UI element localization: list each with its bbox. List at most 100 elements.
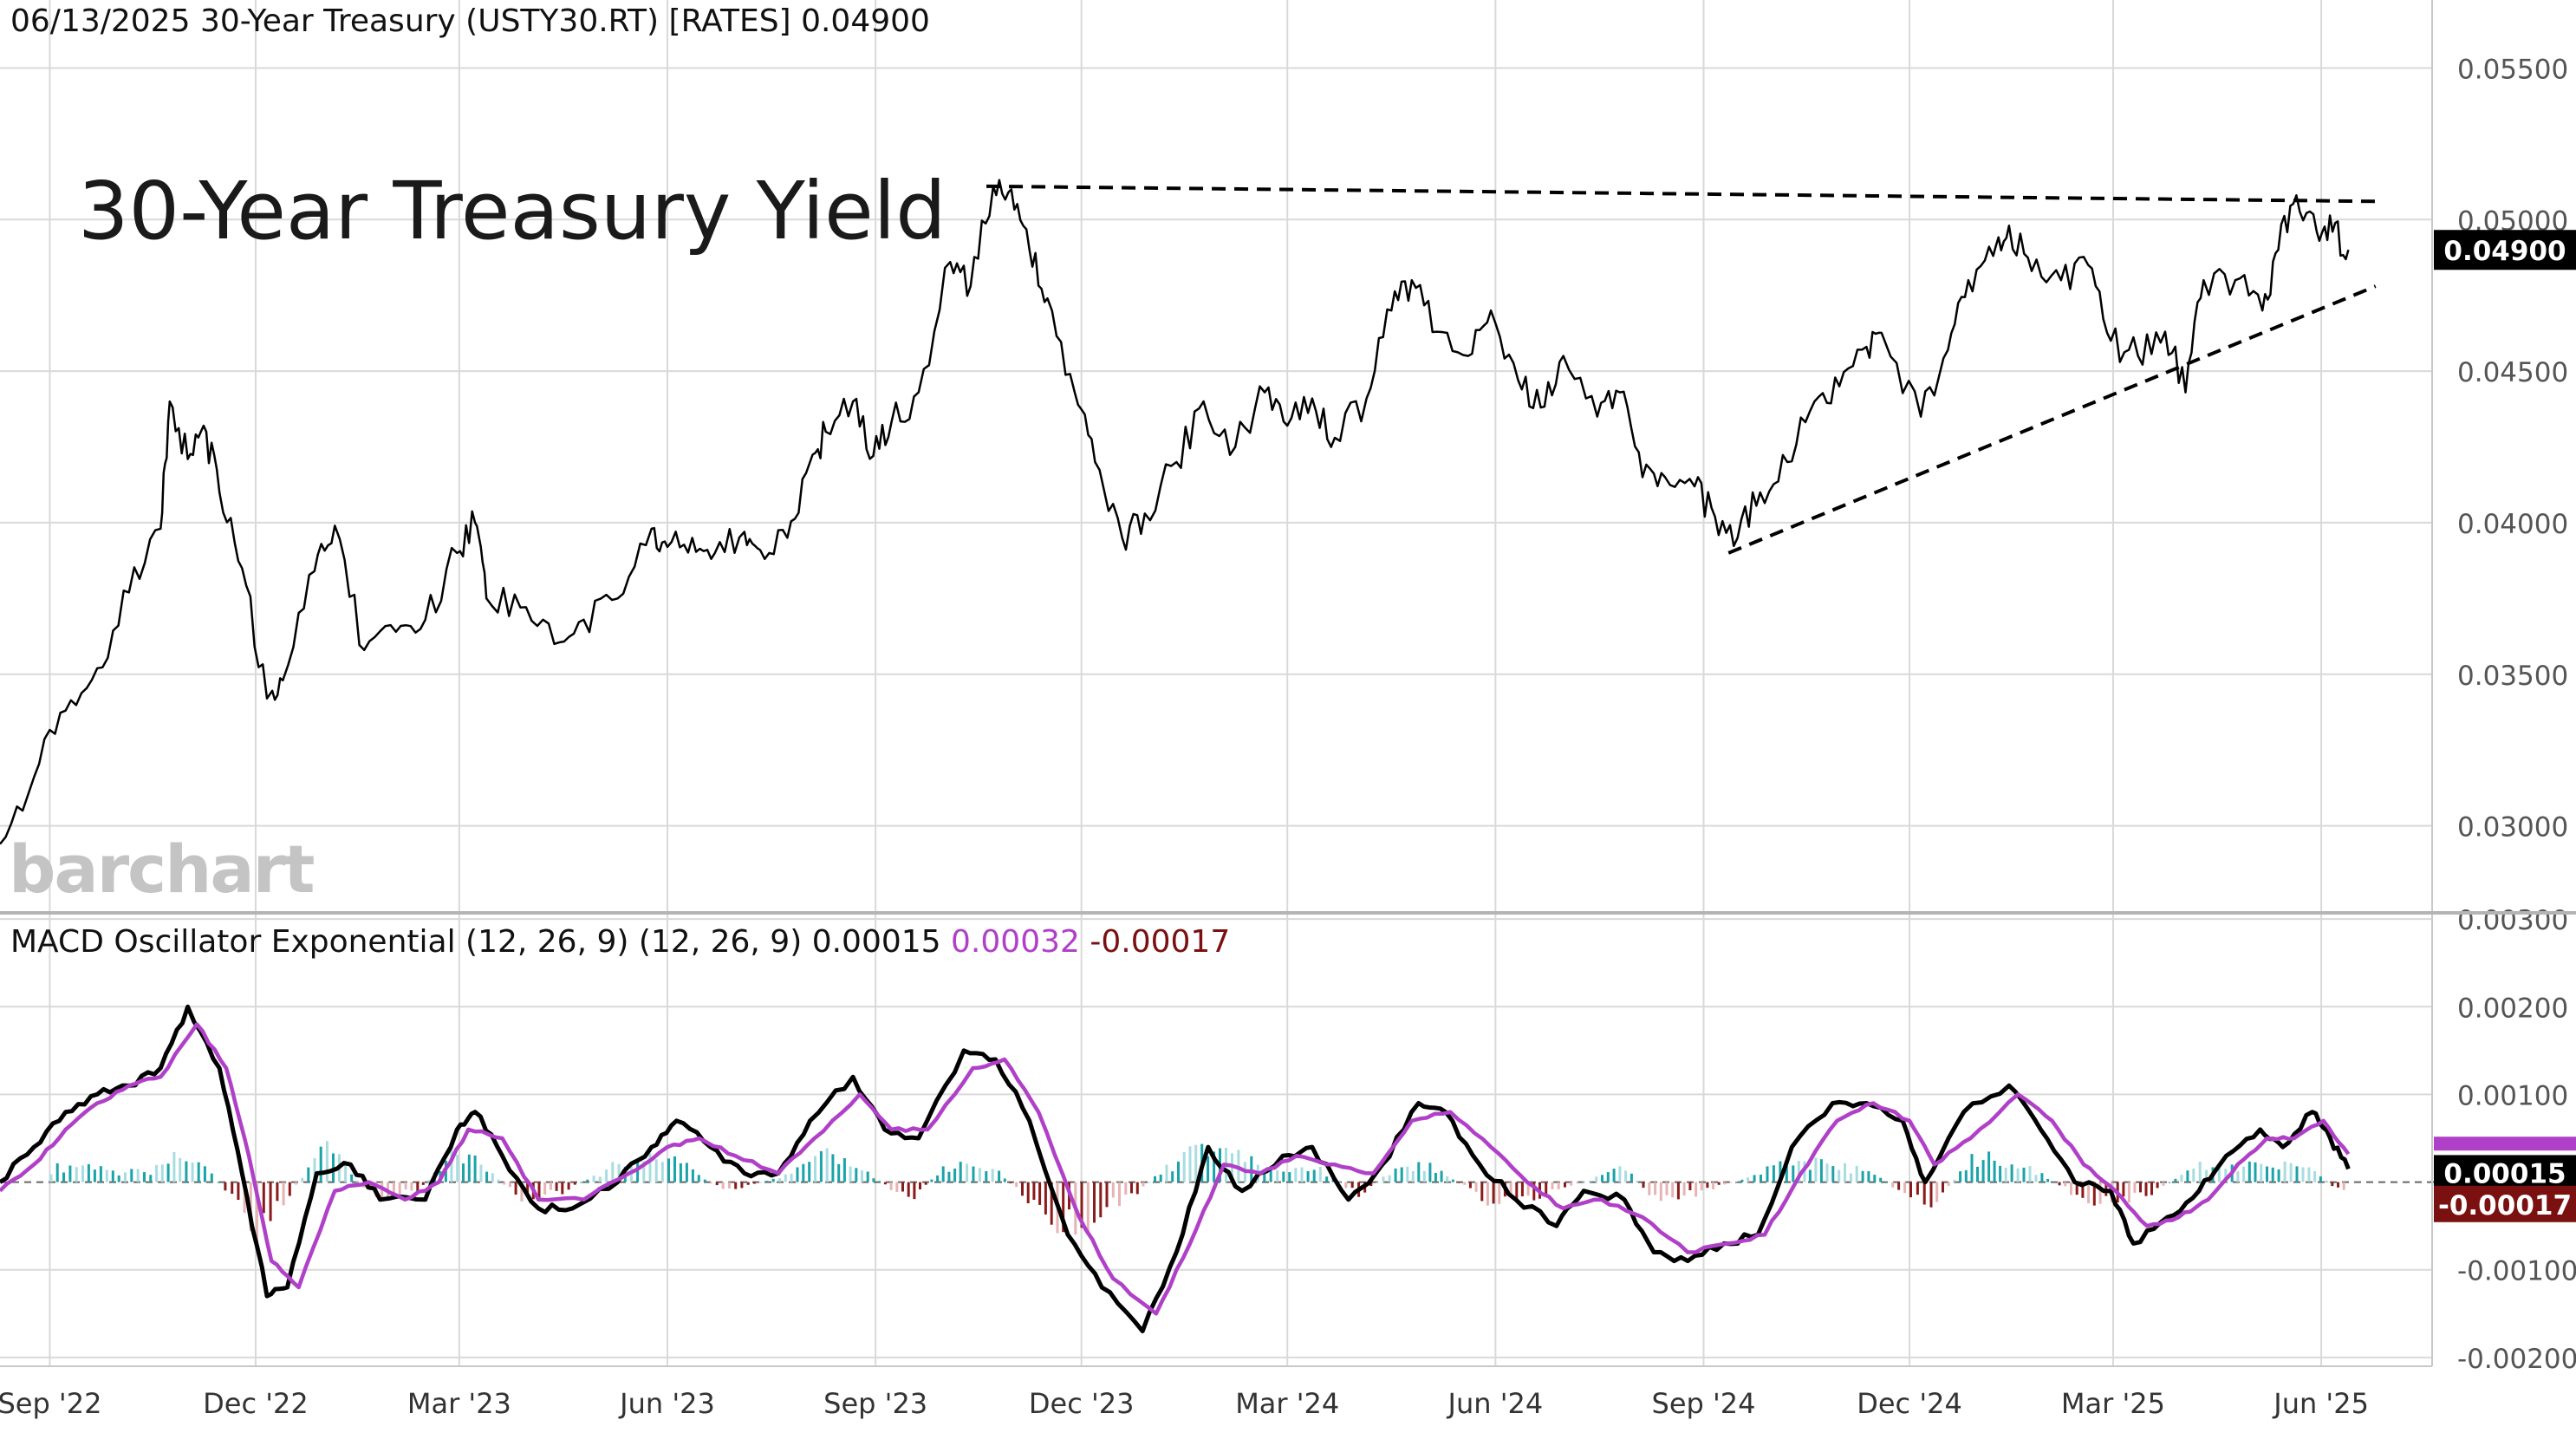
histogram-bar — [771, 1178, 775, 1182]
histogram-bar — [1492, 1182, 1495, 1204]
histogram-bar — [966, 1163, 969, 1182]
histogram-bar — [2319, 1176, 2322, 1182]
histogram-bar — [1038, 1182, 1042, 1205]
histogram-bar — [1463, 1182, 1467, 1185]
histogram-bar — [179, 1157, 182, 1182]
x-tick-label: Mar '25 — [2061, 1387, 2165, 1420]
histogram-bar — [2162, 1182, 2165, 1186]
histogram-bar — [1891, 1182, 1895, 1188]
histogram-bar — [1440, 1170, 1443, 1182]
histogram-bar — [567, 1182, 570, 1190]
histogram-bar — [2242, 1166, 2246, 1182]
histogram-bar — [1976, 1166, 1979, 1182]
histogram-bar — [1250, 1156, 1253, 1182]
histogram-bar — [972, 1166, 975, 1182]
histogram-bar — [2277, 1169, 2280, 1182]
histogram-bar — [1740, 1179, 1744, 1182]
histogram-bar — [276, 1182, 279, 1202]
header-last: 0.04900 — [801, 3, 930, 39]
histogram-bar — [1785, 1165, 1788, 1182]
price-badge: 0.04900 — [2434, 230, 2576, 270]
histogram-bar — [617, 1163, 621, 1182]
histogram-bar — [282, 1182, 285, 1206]
histogram-bar — [752, 1182, 756, 1184]
histogram-bar — [1844, 1163, 1846, 1182]
histogram-bar — [1867, 1171, 1870, 1182]
x-tick-label: Sep '23 — [823, 1387, 927, 1420]
histogram-bar — [734, 1182, 738, 1189]
macd-y-tick-label: 0.00200 — [2457, 993, 2568, 1024]
histogram-bar — [479, 1164, 483, 1182]
histogram-bar — [1947, 1182, 1950, 1186]
histogram-bar — [642, 1161, 646, 1182]
histogram-bar — [2004, 1168, 2007, 1182]
histogram-bar — [68, 1165, 72, 1182]
histogram-bar — [1849, 1173, 1852, 1182]
header-instrument: 30-Year Treasury (USTY30.RT) [RATES] — [199, 3, 791, 39]
histogram-bar — [1601, 1175, 1603, 1182]
histogram-bar — [586, 1179, 589, 1182]
histogram-bar — [1422, 1170, 1426, 1182]
histogram-bar — [605, 1169, 608, 1182]
histogram-bar — [307, 1167, 310, 1182]
histogram-bar — [1570, 1182, 1573, 1186]
macd-badge-bg — [2434, 1155, 2576, 1190]
histogram-bar — [1468, 1182, 1472, 1189]
histogram-bar — [344, 1163, 348, 1182]
histogram-bar — [111, 1170, 114, 1182]
x-tick-label: Mar '23 — [407, 1387, 511, 1420]
histogram-bar — [416, 1182, 420, 1193]
histogram-bar — [508, 1182, 511, 1188]
histogram-bar — [1376, 1182, 1379, 1183]
histogram-bar — [1564, 1182, 1566, 1188]
histogram-bar — [2224, 1169, 2228, 1182]
histogram-bar — [166, 1163, 170, 1182]
macd-badge-text: 0.00015 — [2443, 1158, 2566, 1189]
resistance-trendline — [986, 184, 2376, 204]
histogram-bar — [2260, 1163, 2263, 1182]
histogram-bar — [467, 1154, 471, 1182]
histogram-bar — [130, 1169, 133, 1182]
histogram-bar — [1797, 1161, 1800, 1182]
histogram-bar — [2342, 1182, 2345, 1190]
histogram-bar — [2301, 1167, 2305, 1182]
histogram-bar — [93, 1169, 96, 1182]
histogram-bar — [197, 1162, 200, 1182]
macd-line — [0, 1004, 2351, 1333]
histogram-bar — [740, 1182, 744, 1189]
histogram-bar — [262, 1182, 265, 1214]
histogram-bar — [2034, 1175, 2038, 1182]
histogram-bar — [288, 1182, 291, 1196]
barchart-logo: barchart — [9, 830, 315, 908]
histogram-bar — [117, 1175, 120, 1182]
histogram-bar — [1062, 1182, 1065, 1233]
macd-badge: 0.00015 — [2434, 1155, 2576, 1190]
histogram-bar — [160, 1164, 164, 1182]
histogram-bar — [1838, 1169, 1841, 1182]
x-tick-label: Jun '25 — [2272, 1387, 2369, 1420]
histogram-bar — [1814, 1157, 1818, 1182]
trendlines — [986, 184, 2377, 555]
macd-header: MACD Oscillator Exponential (12, 26, 9) … — [10, 924, 1230, 960]
histogram-bar — [1618, 1166, 1622, 1182]
histogram-bar — [1808, 1169, 1812, 1182]
histogram-bar — [1630, 1173, 1633, 1182]
histogram-bar — [872, 1178, 875, 1182]
histogram-bar — [1344, 1182, 1348, 1189]
histogram-bar — [1873, 1175, 1877, 1182]
histogram-bar — [224, 1182, 227, 1191]
histogram-bar — [2081, 1182, 2085, 1198]
histogram-bar — [861, 1170, 863, 1182]
histogram-bar — [549, 1182, 552, 1190]
histogram-bar — [580, 1182, 583, 1183]
histogram-bar — [1760, 1175, 1762, 1182]
histogram-bar — [2098, 1182, 2102, 1204]
histogram-bar — [930, 1179, 933, 1182]
histogram-bar — [1589, 1180, 1591, 1182]
histogram-bar — [1003, 1178, 1006, 1182]
histogram-bar — [1446, 1176, 1449, 1182]
histogram-bar — [185, 1161, 188, 1182]
histogram-bar — [2156, 1182, 2159, 1189]
histogram-bar — [1942, 1182, 1944, 1193]
histogram-bar — [217, 1182, 220, 1183]
